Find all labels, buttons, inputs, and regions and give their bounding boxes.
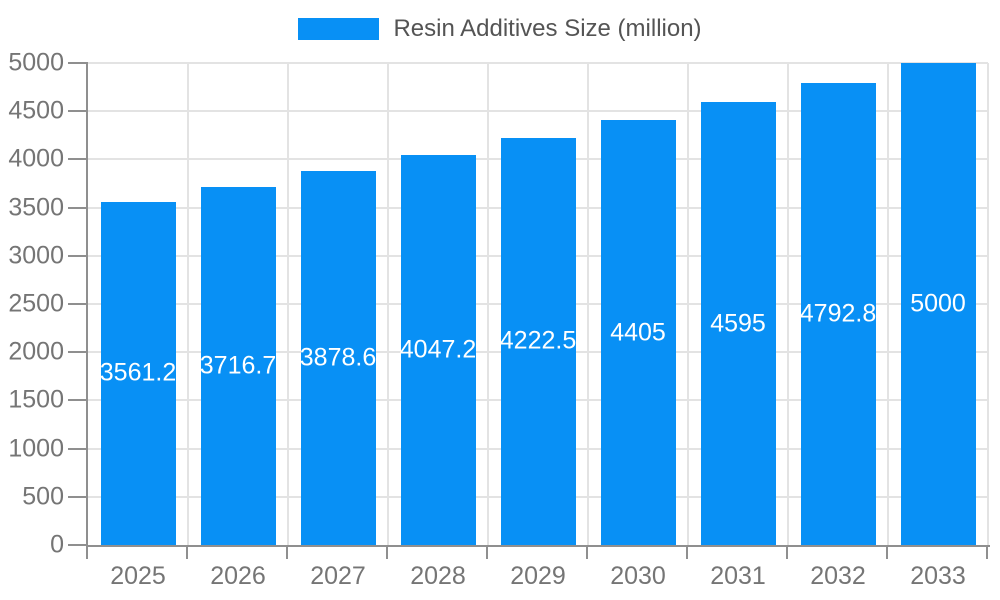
y-tick-mark <box>68 254 88 257</box>
x-tick-mark <box>986 545 988 559</box>
y-axis-tick-label: 0 <box>50 530 64 559</box>
y-axis-tick-label: 1000 <box>8 434 64 463</box>
y-axis-tick-label: 5000 <box>8 48 64 77</box>
bar-value-label: 4222.5 <box>499 326 577 355</box>
bar[interactable] <box>900 63 976 545</box>
bar[interactable] <box>600 120 676 545</box>
y-tick-mark <box>68 495 88 498</box>
x-axis-tick-label: 2031 <box>710 562 766 590</box>
x-gridline <box>887 63 889 545</box>
x-tick-mark <box>586 545 588 559</box>
y-axis-tick-label: 1500 <box>8 385 64 414</box>
y-axis-tick-label: 3500 <box>8 193 64 222</box>
y-tick-mark <box>68 399 88 402</box>
bar-value-label: 4595 <box>710 309 766 338</box>
y-tick-mark <box>68 447 88 450</box>
x-axis-tick-label: 2030 <box>610 562 666 590</box>
bar[interactable] <box>400 154 476 545</box>
bar-value-label: 4047.2 <box>399 335 477 364</box>
bar[interactable] <box>800 82 876 545</box>
bar-value-label: 4405 <box>610 318 666 347</box>
bar[interactable] <box>700 102 776 545</box>
x-gridline <box>687 63 689 545</box>
bar-value-label: 3716.7 <box>199 351 277 380</box>
x-gridline <box>987 63 989 545</box>
x-tick-mark <box>486 545 488 559</box>
bar-value-label: 3878.6 <box>299 343 377 372</box>
x-gridline <box>487 63 489 545</box>
y-tick-mark <box>68 351 88 354</box>
x-gridline <box>287 63 289 545</box>
y-tick-mark <box>68 544 88 546</box>
x-axis-tick-label: 2027 <box>310 562 366 590</box>
bar-value-label: 4792.8 <box>799 299 877 328</box>
x-axis-tick-label: 2028 <box>410 562 466 590</box>
y-gridline <box>88 62 988 64</box>
x-gridline <box>187 63 189 545</box>
x-tick-mark <box>886 545 888 559</box>
x-gridline <box>587 63 589 545</box>
x-tick-mark <box>286 545 288 559</box>
x-axis-tick-label: 2026 <box>210 562 266 590</box>
y-axis-tick-label: 4500 <box>8 96 64 125</box>
bar[interactable] <box>100 201 176 545</box>
x-axis-tick-label: 2032 <box>810 562 866 590</box>
y-tick-mark <box>68 303 88 305</box>
bar[interactable] <box>500 137 576 545</box>
legend-swatch <box>298 18 380 40</box>
y-tick-mark <box>68 206 88 209</box>
y-tick-mark <box>68 158 88 161</box>
legend-label: Resin Additives Size (million) <box>393 15 702 42</box>
x-tick-mark <box>386 545 388 559</box>
x-tick-mark <box>686 545 688 559</box>
x-tick-mark <box>86 545 88 559</box>
plot-area: 3561.2 3716.7 3878.6 4047.2 4222.5 4405 4595 47… <box>88 62 989 545</box>
y-tick-mark <box>68 110 88 113</box>
x-axis-tick-label: 2029 <box>510 562 566 590</box>
bar[interactable] <box>300 171 376 545</box>
x-tick-mark <box>186 545 188 559</box>
x-axis-line <box>86 545 990 547</box>
x-gridline <box>387 63 389 545</box>
y-axis-tick-label: 500 <box>22 482 64 511</box>
legend[interactable]: Resin Additives Size (million) <box>0 16 1000 42</box>
bar[interactable] <box>200 186 276 545</box>
y-axis-tick-label: 2500 <box>8 289 64 318</box>
y-axis-tick-label: 4000 <box>8 144 64 173</box>
x-gridline <box>787 63 789 545</box>
x-tick-mark <box>786 545 788 559</box>
x-axis-tick-label: 2033 <box>910 562 966 590</box>
x-axis-tick-label: 2025 <box>110 562 166 590</box>
y-axis-tick-label: 3000 <box>8 241 64 270</box>
bar-value-label: 5000 <box>910 289 966 318</box>
y-axis-tick-label: 2000 <box>8 337 64 366</box>
bar-value-label: 3561.2 <box>99 358 177 387</box>
y-gridline <box>88 110 988 113</box>
y-tick-mark <box>68 62 88 64</box>
